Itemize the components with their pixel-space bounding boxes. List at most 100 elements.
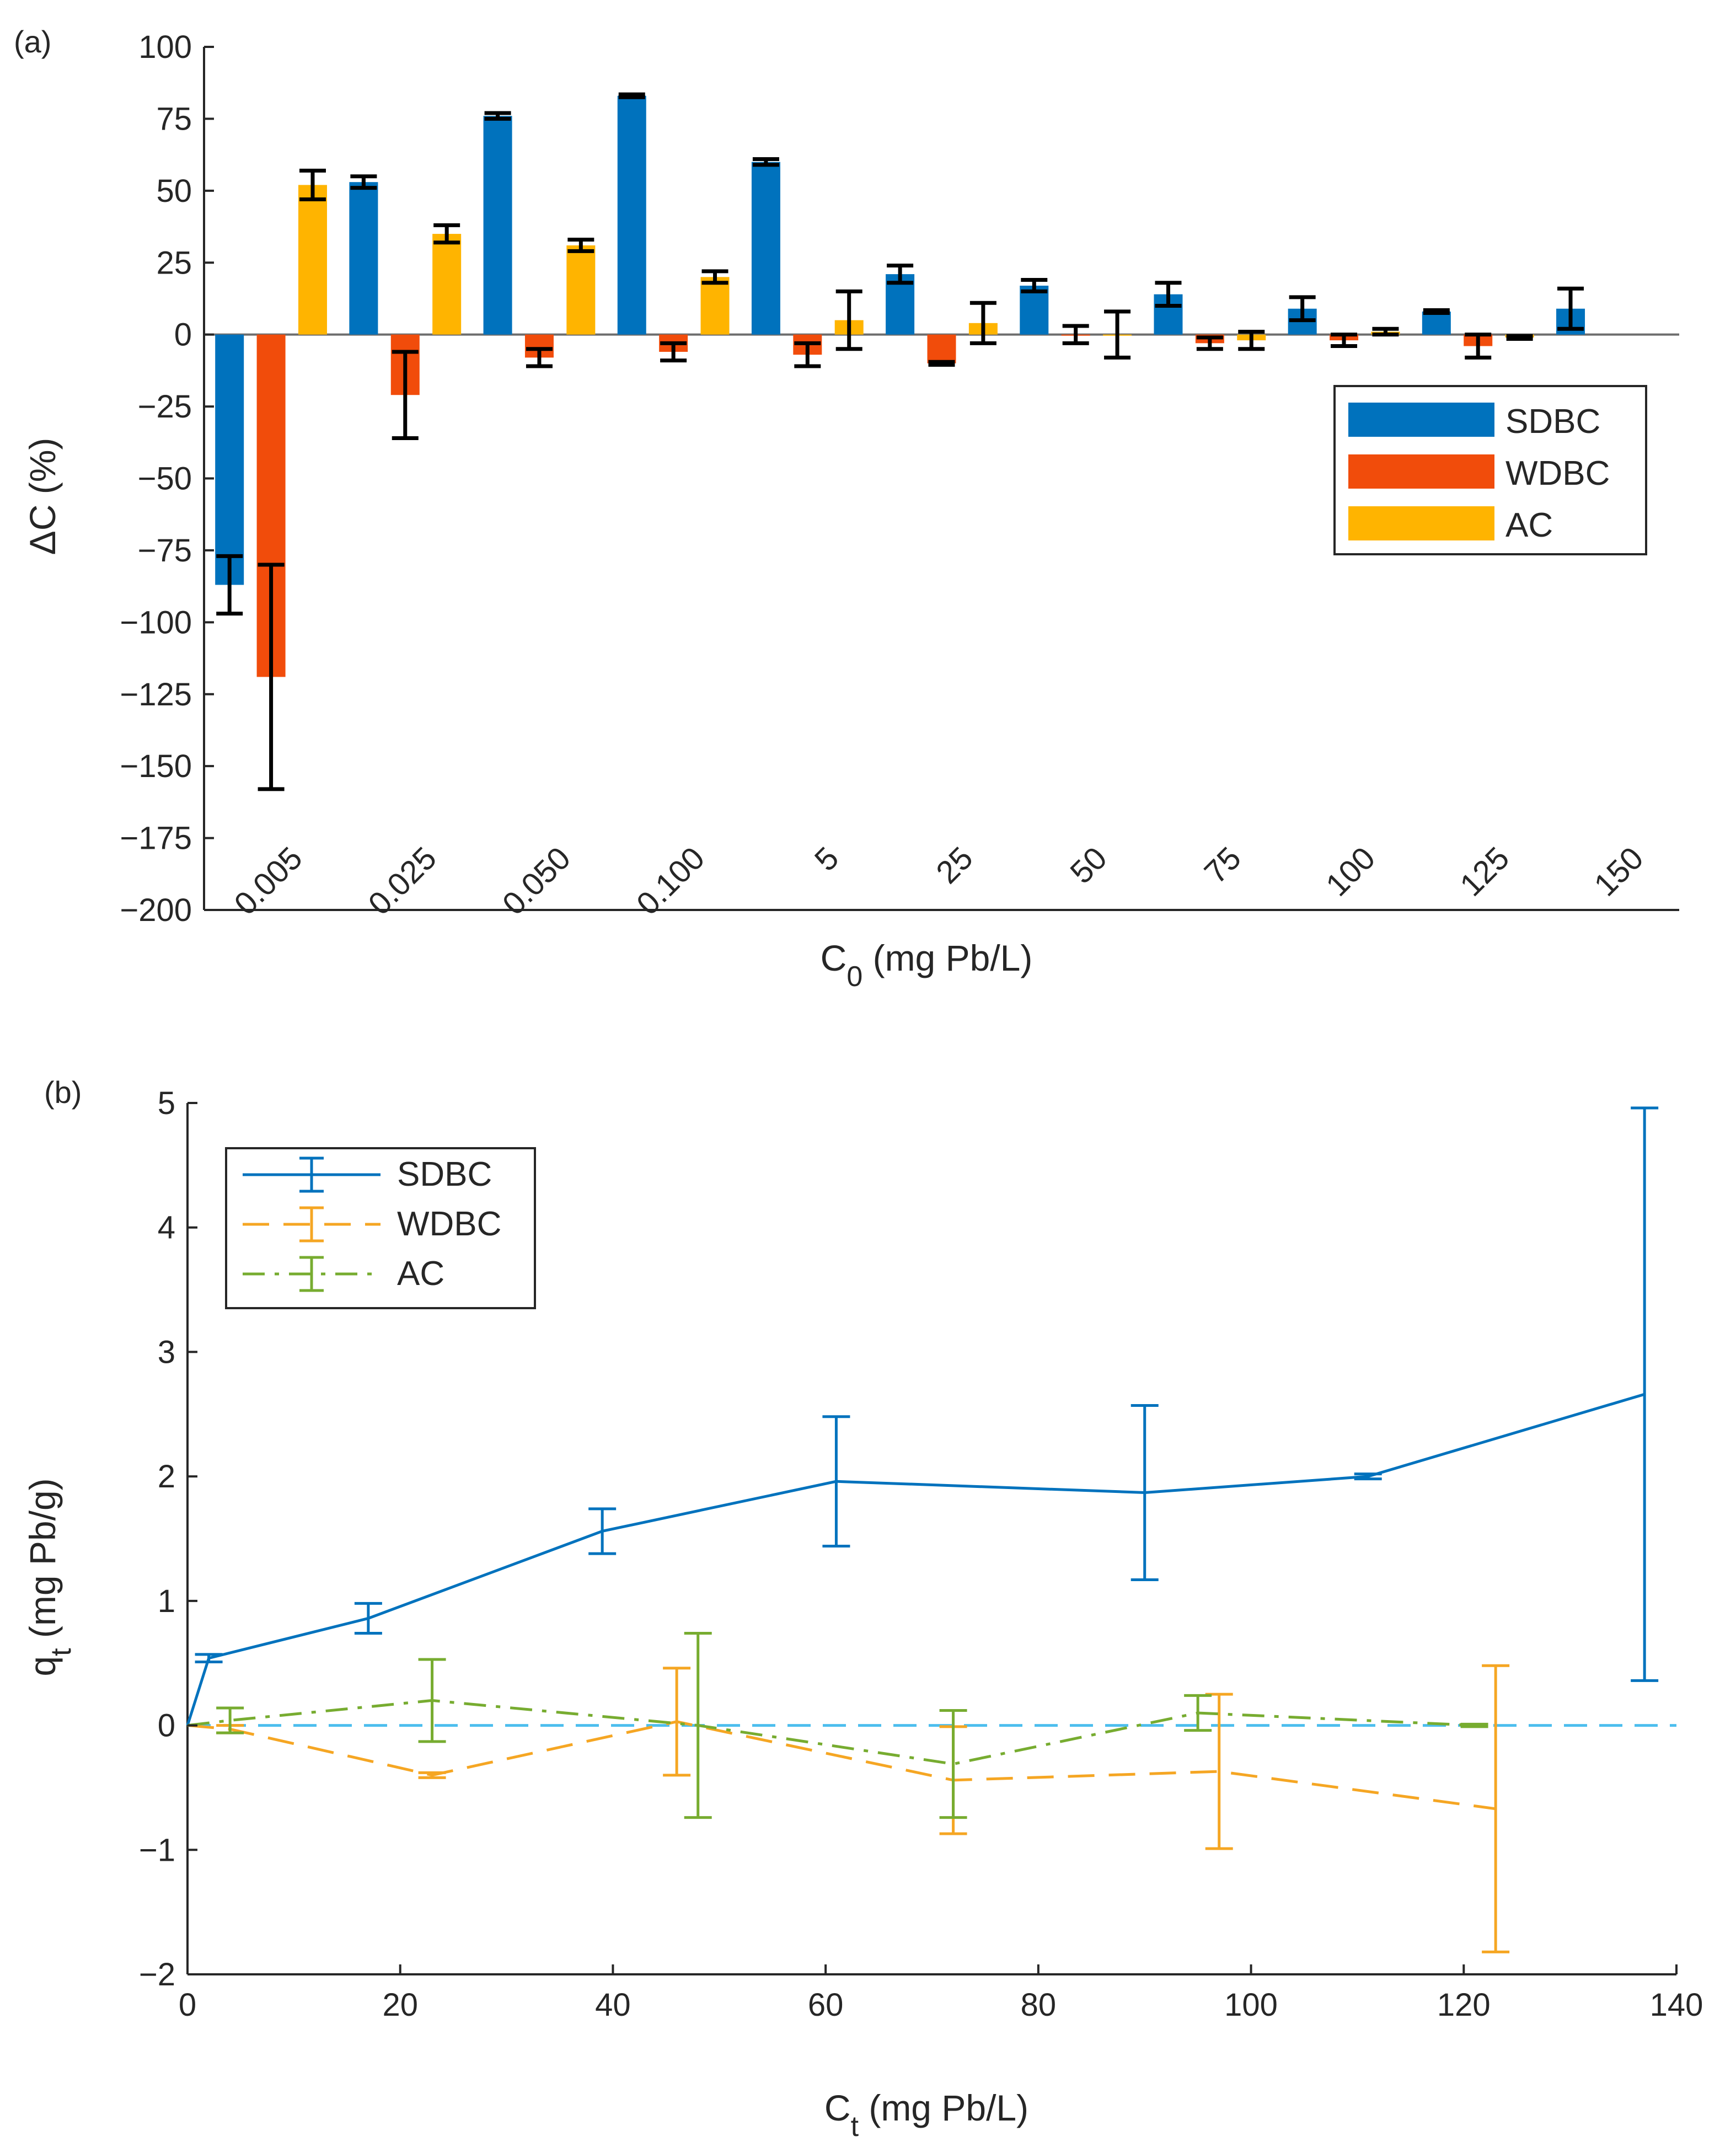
legend-swatch-wdbc — [1348, 454, 1494, 489]
panel-b-y-axis-label-main: q — [22, 1656, 63, 1677]
panel-a-y-tick-label: −175 — [120, 821, 192, 856]
panel-a-x-axis-label-subscript: 0 — [846, 961, 862, 993]
panel-b-x-tick-label: 40 — [595, 1987, 631, 2023]
panel-b-y-tick-label: 4 — [158, 1210, 175, 1246]
bar-ac-0-005 — [298, 185, 327, 335]
error-bar-sdbc-0-005 — [216, 554, 243, 616]
error-bar-wdbc-100 — [1331, 333, 1358, 349]
panel-b-label: (b) — [44, 1075, 82, 1110]
error-bar-ac-5 — [835, 289, 862, 351]
panel-a-bars — [215, 95, 1585, 677]
error-bar-sdbc-point — [195, 1653, 223, 1663]
panel-a-y-tick-label: −125 — [120, 677, 192, 713]
legend-b-glyph-ac — [243, 1256, 381, 1292]
panel-a-y-tick-label: 75 — [156, 101, 192, 137]
error-bar-ac-point — [684, 1632, 712, 1819]
error-bar-wdbc-25 — [928, 360, 955, 367]
panel-a-y-tick-label: −200 — [120, 892, 192, 928]
error-bar-wdbc-0-025 — [392, 350, 419, 440]
error-bar-sdbc-point — [354, 1602, 382, 1635]
panel-a-y-tick-label: −100 — [120, 604, 192, 640]
panel-b-x-tick-label: 140 — [1650, 1987, 1703, 2023]
panel-b-x-axis-label-subscript: t — [851, 2111, 859, 2142]
error-bar-ac-125 — [1506, 334, 1533, 341]
bar-ac-0-050 — [566, 245, 596, 335]
bar-wdbc-25 — [927, 334, 956, 363]
series-ac — [187, 1632, 1488, 1819]
legend-b-label-wdbc: WDBC — [397, 1205, 501, 1243]
error-bar-wdbc-5 — [794, 341, 821, 368]
panel-b-x-axis-label-units: (mg Pb/L) — [859, 2087, 1028, 2128]
error-bar-sdbc-100 — [1289, 295, 1316, 323]
panel-b-y-tick-label: 2 — [158, 1459, 175, 1495]
bar-ac-0-025 — [432, 234, 462, 335]
legend-label-wdbc: WDBC — [1505, 454, 1610, 492]
error-bar-ac-75 — [1238, 329, 1265, 351]
panel-b-x-tick-label: 80 — [1021, 1987, 1057, 2023]
bar-sdbc-50 — [1020, 285, 1049, 335]
panel-b-x-tick-label: 0 — [179, 1987, 196, 2023]
bar-sdbc-0-100 — [617, 95, 646, 335]
panel-a-x-axis-label-main: C — [821, 938, 847, 978]
error-bar-sdbc-125 — [1423, 308, 1450, 315]
error-bar-sdbc-0-025 — [350, 174, 377, 190]
error-bar-wdbc-point — [418, 1771, 446, 1779]
bar-sdbc-125 — [1422, 311, 1451, 335]
legend-b-label-ac: AC — [397, 1255, 444, 1293]
panel-b-legend: SDBC WDBC AC — [225, 1147, 536, 1309]
error-bar-wdbc-0-100 — [660, 341, 687, 363]
error-bar-ac-point — [1460, 1722, 1488, 1728]
panel-b-series — [186, 1106, 1676, 1953]
panel-b-x-tick-label: 20 — [382, 1987, 418, 2023]
error-bar-sdbc-25 — [887, 263, 914, 285]
error-bar-sdbc-point — [1631, 1106, 1659, 1682]
panel-b-y-tick-label: 1 — [158, 1583, 175, 1619]
error-bar-sdbc-0-100 — [618, 92, 645, 99]
error-bar-wdbc-0-005 — [258, 563, 285, 791]
legend-b-glyph-wdbc — [243, 1206, 381, 1243]
panel-a-y-tick-label: −75 — [138, 533, 192, 569]
bar-sdbc-5 — [751, 162, 780, 335]
panel-b-y-ticks: 5 4 3 2 1 0 −1 −2 — [139, 1085, 197, 1993]
error-bar-sdbc-5 — [752, 157, 779, 167]
error-bar-ac-point — [939, 1709, 967, 1819]
legend-b-glyph-sdbc — [243, 1156, 381, 1193]
panel-b-x-tick-label: 120 — [1437, 1987, 1491, 2023]
bar-sdbc-0-050 — [483, 116, 512, 335]
error-bar-wdbc-0-050 — [526, 347, 553, 368]
panel-a-y-tick-label: 0 — [174, 317, 192, 353]
panel-b-x-axis-label-main: C — [824, 2087, 851, 2128]
error-bar-ac-50 — [1104, 309, 1131, 360]
panel-b-x-tick-label: 60 — [808, 1987, 844, 2023]
panel-a-y-tick-label: 50 — [156, 173, 192, 209]
panel-b-y-tick-label: 5 — [158, 1085, 175, 1121]
panel-b-y-axis-label-units: (mg Pb/g) — [22, 1478, 63, 1648]
panel-b-y-tick-label: 3 — [158, 1334, 175, 1370]
panel-b-axes — [186, 1103, 1676, 1975]
error-bar-ac-0-005 — [299, 168, 326, 201]
error-bar-wdbc-75 — [1196, 335, 1223, 351]
panel-a-label: (a) — [14, 24, 51, 59]
panel-a-y-ticks: 100 75 50 25 0 −25 −50 −75 −100 −125 −150 −175 −200 — [120, 29, 214, 928]
error-bar-ac-point — [216, 1706, 244, 1734]
panel-a-error-bars — [216, 92, 1584, 791]
error-bar-sdbc-point — [822, 1415, 850, 1548]
error-bar-wdbc-50 — [1062, 324, 1089, 345]
error-bar-sdbc-0-050 — [484, 111, 511, 121]
bar-sdbc-0-005 — [215, 334, 244, 585]
error-bar-sdbc-point — [588, 1507, 617, 1555]
panel-a-legend: SDBC WDBC AC — [1333, 385, 1647, 555]
error-bar-wdbc-125 — [1465, 333, 1492, 360]
legend-label-sdbc: SDBC — [1505, 403, 1600, 441]
legend-label-ac: AC — [1505, 506, 1553, 544]
error-bar-ac-25 — [969, 301, 996, 345]
panel-a-y-tick-label: 25 — [156, 245, 192, 281]
panel-b-y-axis-label: qt (mg Pb/g) — [22, 1478, 77, 1676]
panel-a-y-tick-label: −25 — [138, 389, 192, 425]
panel-b-y-tick-label: −1 — [139, 1832, 175, 1868]
panel-a-y-tick-label: −150 — [120, 748, 192, 784]
panel-b-y-tick-label: 0 — [158, 1708, 175, 1744]
panel-b-y-tick-label: −2 — [139, 1957, 175, 1993]
